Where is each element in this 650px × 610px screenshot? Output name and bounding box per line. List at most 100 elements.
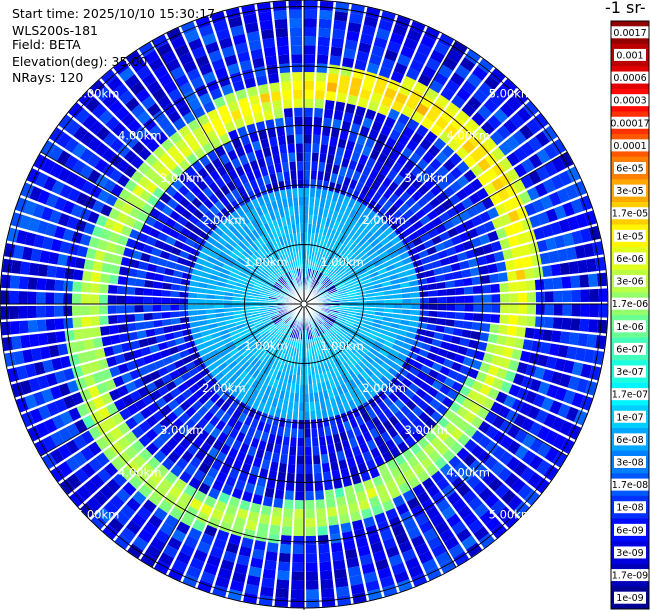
ppi-cell — [359, 33, 374, 45]
ppi-cell — [367, 129, 379, 141]
ppi-cell — [463, 376, 476, 388]
ppi-cell — [361, 79, 375, 92]
ppi-cell — [207, 362, 218, 373]
ppi-cell — [535, 165, 550, 181]
ppi-cell — [304, 241, 307, 251]
ppi-cell — [342, 476, 353, 488]
ppi-cell — [228, 533, 242, 546]
ppi-cell — [214, 500, 228, 513]
colorbar: 0.00170.0010.00060.00030.000170.00016e-0… — [608, 20, 650, 610]
ppi-cell — [364, 316, 374, 322]
ppi-cell — [304, 187, 310, 198]
colorbar-tick-label: 1.7e-08 — [612, 480, 648, 491]
ppi-cell — [353, 528, 367, 540]
ppi-cell — [318, 325, 325, 334]
ppi-cell — [314, 90, 325, 100]
ppi-cell — [163, 492, 178, 507]
ppi-cell — [282, 436, 291, 447]
ppi-cell — [462, 277, 473, 287]
ppi-cell — [231, 487, 244, 500]
ppi-cell — [331, 118, 342, 130]
ppi-cell — [497, 187, 510, 202]
ppi-cell — [326, 237, 333, 247]
ppi-cell — [499, 237, 511, 250]
ppi-cell — [381, 211, 392, 222]
ppi-cell — [332, 277, 342, 285]
ppi-cell — [189, 557, 205, 571]
ppi-cell — [545, 355, 558, 370]
ppi-cell — [535, 304, 545, 315]
ppi-cell — [383, 308, 394, 313]
ppi-cell — [481, 471, 497, 486]
ppi-cell — [402, 75, 416, 89]
ppi-cell — [272, 329, 281, 338]
ppi-cell — [490, 240, 502, 252]
ppi-cell — [214, 340, 225, 349]
colorbar-title: -1 sr- — [605, 0, 646, 17]
ppi-cell — [320, 334, 327, 344]
ppi-cell — [520, 174, 534, 189]
ppi-cell — [366, 188, 377, 199]
ppi-cell — [323, 171, 331, 182]
ppi-cell — [479, 361, 491, 374]
ppi-cell — [43, 418, 58, 434]
ppi-cell — [99, 273, 110, 284]
ppi-cell — [533, 366, 546, 380]
ppi-cell — [275, 588, 290, 599]
ppi-cell — [454, 319, 464, 328]
ppi-cell — [378, 401, 389, 412]
ppi-cell — [268, 358, 276, 368]
ppi-cell — [398, 276, 409, 283]
ppi-cell — [366, 300, 376, 304]
ppi-cell — [236, 451, 247, 463]
ppi-cell — [300, 375, 304, 385]
ppi-cell — [149, 470, 164, 485]
ppi-cell — [344, 548, 358, 560]
ppi-cell — [232, 351, 242, 361]
ppi-cell — [315, 72, 327, 82]
ppi-cell — [111, 412, 125, 426]
ppi-cell — [326, 284, 335, 291]
ppi-cell — [180, 371, 192, 382]
ppi-cell — [102, 524, 119, 540]
ppi-cell — [498, 157, 513, 172]
ppi-cell — [260, 138, 270, 149]
ppi-cell — [45, 292, 55, 304]
ppi-cell — [304, 250, 307, 260]
ppi-cell — [517, 280, 527, 292]
ppi-cell — [202, 335, 213, 343]
ppi-cell — [35, 422, 50, 438]
ppi-cell — [241, 394, 251, 405]
ppi-cell — [401, 292, 411, 299]
ppi-cell — [116, 314, 127, 324]
ppi-cell — [491, 304, 501, 313]
ppi-cell — [324, 99, 335, 110]
ppi-cell — [277, 380, 284, 391]
ppi-cell — [348, 295, 358, 300]
ppi-cell — [107, 295, 117, 304]
ppi-cell — [446, 350, 457, 361]
ppi-cell — [499, 450, 514, 466]
ppi-cell — [509, 112, 525, 129]
ppi-cell — [366, 376, 376, 387]
ppi-cell — [82, 270, 93, 282]
ppi-cell — [461, 268, 472, 278]
ppi-cell — [295, 329, 299, 339]
ppi-cell — [329, 312, 338, 317]
ppi-cell — [315, 499, 326, 509]
ppi-cell — [505, 336, 516, 347]
ppi-cell — [489, 273, 500, 284]
ppi-cell — [274, 318, 283, 325]
ppi-cell — [311, 260, 316, 270]
ppi-cell — [409, 315, 420, 322]
ppi-cell — [109, 366, 121, 378]
ppi-cell — [369, 467, 381, 479]
ppi-cell — [290, 54, 303, 64]
ppi-cell — [533, 328, 544, 340]
ppi-cell — [305, 464, 313, 474]
ppi-cell — [418, 550, 434, 565]
ppi-cell — [184, 418, 197, 431]
ppi-cell — [362, 323, 372, 330]
ppi-cell — [116, 488, 131, 503]
ppi-cell — [350, 328, 360, 335]
